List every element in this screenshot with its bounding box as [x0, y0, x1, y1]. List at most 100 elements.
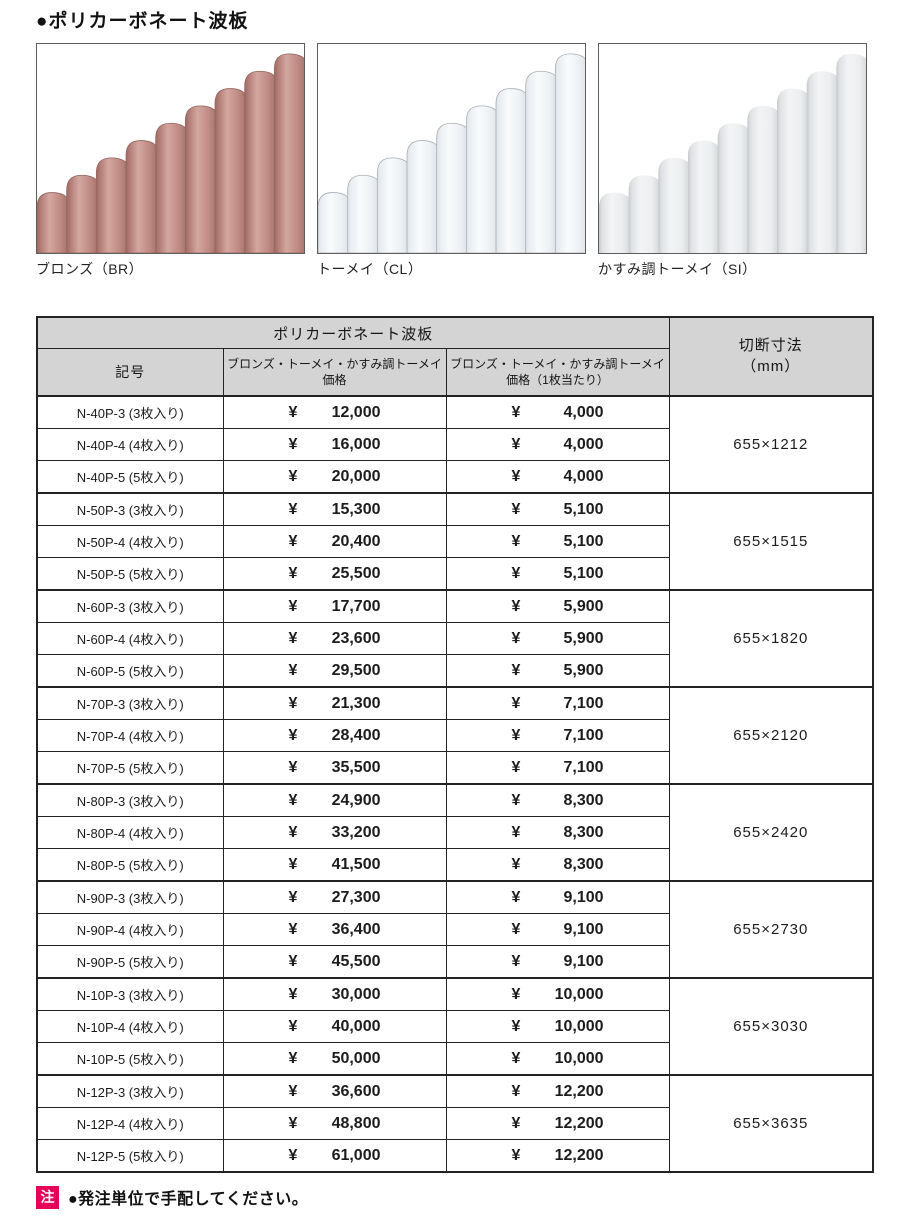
product-code-cell: N-90P-3 (3枚入り) — [36, 880, 224, 914]
amount-value: 5,900 — [563, 629, 604, 647]
table-row: N-50P-3 (3枚入り) ¥15,300 ¥5,100 655×1515 — [36, 492, 874, 591]
amount-value: 5,100 — [563, 564, 604, 582]
price-cell: ¥20,400 — [222, 525, 447, 558]
product-code-cell: N-80P-3 (3枚入り) — [36, 783, 224, 817]
table-title-cell: ポリカーボネート波板 — [36, 316, 670, 349]
amount-value: 23,600 — [331, 629, 381, 647]
amount-value: 16,000 — [331, 435, 381, 453]
yen-symbol: ¥ — [511, 791, 521, 809]
unit-price-cell: ¥8,300 — [445, 783, 670, 817]
note-badge: 注 — [36, 1185, 59, 1209]
price-cell: ¥41,500 — [222, 848, 447, 882]
corrugated-pattern — [318, 53, 585, 253]
product-image-label: ブロンズ（BR） — [36, 261, 144, 277]
unit-price-cell: ¥7,100 — [445, 686, 670, 720]
cut-dimension-cell: 655×2420 — [668, 783, 874, 882]
amount-value: 8,300 — [563, 823, 604, 841]
corrugated-pattern — [599, 53, 866, 253]
yen-symbol: ¥ — [511, 855, 521, 873]
unit-price-cell: ¥10,000 — [445, 1010, 670, 1043]
product-code-cell: N-90P-4 (4枚入り) — [36, 913, 224, 946]
amount-value: 50,000 — [331, 1049, 381, 1067]
yen-symbol: ¥ — [288, 467, 298, 485]
table-row: N-60P-3 (3枚入り) ¥17,700 ¥5,900 655×1820 — [36, 589, 874, 688]
yen-symbol: ¥ — [511, 597, 521, 615]
product-code-cell: N-80P-4 (4枚入り) — [36, 816, 224, 849]
product-code-cell: N-80P-5 (5枚入り) — [36, 848, 224, 882]
table-row: N-80P-3 (3枚入り) ¥24,900 ¥8,300 655×2420 — [36, 783, 874, 882]
amount-value: 10,000 — [554, 985, 604, 1003]
unit-price-cell: ¥7,100 — [445, 719, 670, 752]
yen-symbol: ¥ — [511, 1146, 521, 1164]
table-row: N-60P-4 (4枚入り) ¥23,600 ¥5,900 — [36, 622, 873, 655]
price-column-header: ブロンズ・トーメイ・かすみ調トーメイ 価格 — [222, 348, 447, 397]
amount-value: 7,100 — [563, 726, 604, 744]
page-title: ●ポリカーボネート波板 — [36, 11, 249, 32]
price-cell: ¥50,000 — [222, 1042, 447, 1076]
note-text: ●発注単位で手配してください。 — [68, 1191, 309, 1208]
product-image-label: トーメイ（CL） — [317, 261, 423, 277]
unit-price-cell: ¥12,200 — [445, 1107, 670, 1140]
product-figure-frosted: かすみ調トーメイ（SI） — [598, 43, 867, 279]
price-cell: ¥24,900 — [222, 783, 447, 817]
yen-symbol: ¥ — [511, 920, 521, 938]
unit-price-cell: ¥10,000 — [445, 1042, 670, 1076]
yen-symbol: ¥ — [288, 985, 298, 1003]
amount-value: 41,500 — [331, 855, 381, 873]
unit-price-cell: ¥5,900 — [445, 622, 670, 655]
table-row: N-40P-3 (3枚入り) ¥12,000 ¥4,000 655×1212 — [36, 395, 874, 494]
table-row: N-90P-3 (3枚入り) ¥27,300 ¥9,100 655×2730 — [36, 880, 874, 979]
yen-symbol: ¥ — [288, 791, 298, 809]
unit-price-cell: ¥4,000 — [445, 395, 670, 429]
product-code-cell: N-10P-5 (5枚入り) — [36, 1042, 224, 1076]
cut-dimension-cell: 655×1515 — [668, 492, 874, 591]
table-row: N-10P-3 (3枚入り) ¥30,000 ¥10,000 655×3030 — [36, 977, 874, 1076]
price-cell: ¥21,300 — [222, 686, 447, 720]
price-cell: ¥45,500 — [222, 945, 447, 979]
unit-price-header-line2: 価格（1枚当たり） — [506, 373, 609, 387]
product-code-cell: N-40P-5 (5枚入り) — [36, 460, 224, 494]
amount-value: 15,300 — [331, 500, 381, 518]
yen-symbol: ¥ — [288, 403, 298, 421]
unit-price-cell: ¥4,000 — [445, 428, 670, 461]
yen-symbol: ¥ — [288, 629, 298, 647]
unit-price-cell: ¥5,900 — [445, 589, 670, 623]
price-cell: ¥20,000 — [222, 460, 447, 494]
amount-value: 10,000 — [554, 1049, 604, 1067]
amount-value: 5,100 — [563, 500, 604, 518]
yen-symbol: ¥ — [511, 500, 521, 518]
price-cell: ¥12,000 — [222, 395, 447, 429]
amount-value: 5,900 — [563, 597, 604, 615]
unit-price-cell: ¥9,100 — [445, 913, 670, 946]
amount-value: 20,000 — [331, 467, 381, 485]
yen-symbol: ¥ — [288, 726, 298, 744]
product-code-cell: N-10P-4 (4枚入り) — [36, 1010, 224, 1043]
unit-price-column-header: ブロンズ・トーメイ・かすみ調トーメイ 価格（1枚当たり） — [445, 348, 670, 397]
yen-symbol: ¥ — [288, 855, 298, 873]
product-code-cell: N-60P-5 (5枚入り) — [36, 654, 224, 688]
product-code-cell: N-40P-4 (4枚入り) — [36, 428, 224, 461]
product-code-cell: N-50P-4 (4枚入り) — [36, 525, 224, 558]
unit-price-cell: ¥9,100 — [445, 945, 670, 979]
unit-price-cell: ¥5,100 — [445, 557, 670, 591]
price-cell: ¥27,300 — [222, 880, 447, 914]
amount-value: 8,300 — [563, 855, 604, 873]
product-code-cell: N-90P-5 (5枚入り) — [36, 945, 224, 979]
unit-price-cell: ¥12,200 — [445, 1074, 670, 1108]
yen-symbol: ¥ — [288, 435, 298, 453]
price-cell: ¥25,500 — [222, 557, 447, 591]
amount-value: 25,500 — [331, 564, 381, 582]
product-code-cell: N-60P-3 (3枚入り) — [36, 589, 224, 623]
product-code-cell: N-50P-5 (5枚入り) — [36, 557, 224, 591]
yen-symbol: ¥ — [511, 661, 521, 679]
amount-value: 8,300 — [563, 791, 604, 809]
amount-value: 40,000 — [331, 1017, 381, 1035]
amount-value: 28,400 — [331, 726, 381, 744]
table-row: N-50P-5 (5枚入り) ¥25,500 ¥5,100 — [36, 557, 873, 591]
amount-value: 7,100 — [563, 758, 604, 776]
product-images-row: ブロンズ（BR） トーメイ（CL） かすみ調トーメイ（SI） — [36, 43, 872, 279]
amount-value: 48,800 — [331, 1114, 381, 1132]
table-row: N-80P-4 (4枚入り) ¥33,200 ¥8,300 — [36, 816, 873, 849]
yen-symbol: ¥ — [511, 726, 521, 744]
unit-price-cell: ¥10,000 — [445, 977, 670, 1011]
